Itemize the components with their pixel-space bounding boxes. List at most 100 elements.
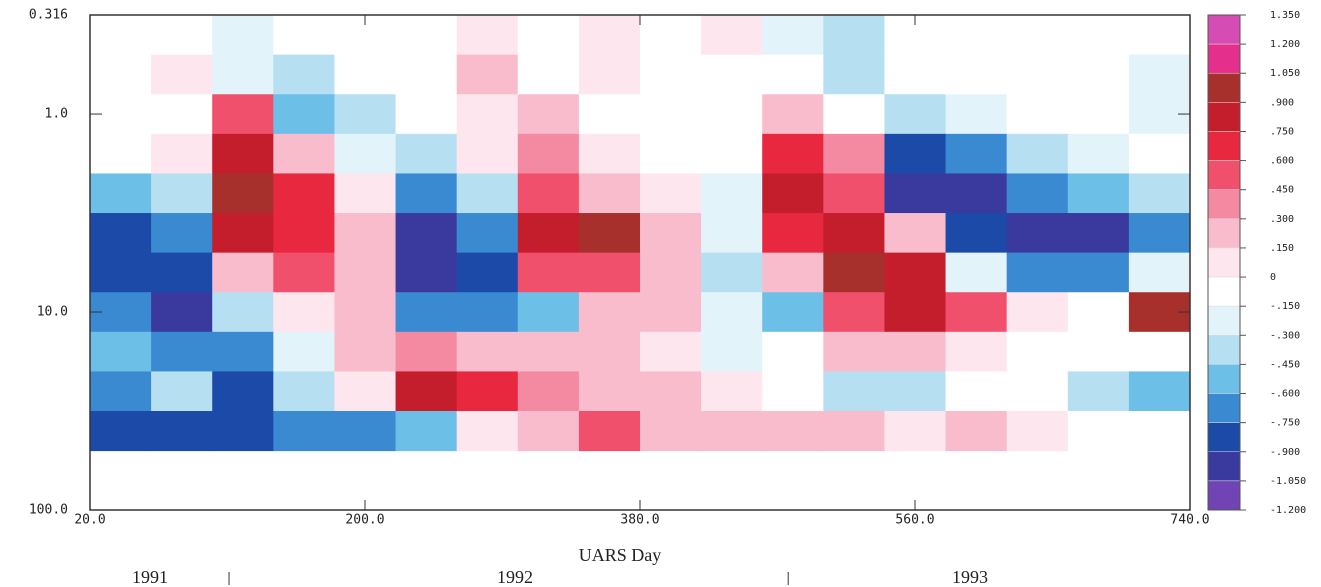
- contour-cell: [640, 252, 702, 293]
- contour-cell: [578, 371, 641, 412]
- contour-cell: [1128, 331, 1191, 372]
- contour-cell: [517, 331, 580, 372]
- contour-cell: [1128, 411, 1191, 452]
- colorbar-box: [1207, 480, 1241, 511]
- contour-cell: [945, 411, 1008, 452]
- contour-cell: [1006, 213, 1069, 254]
- contour-cell: [212, 411, 274, 452]
- contour-cell: [823, 252, 885, 293]
- contour-cell: [517, 411, 580, 452]
- colorbar-box: [1207, 451, 1241, 482]
- contour-cell: [578, 133, 641, 174]
- colorbar-label: -.600: [1270, 389, 1300, 400]
- contour-cell: [456, 173, 519, 214]
- contour-cell: [212, 133, 274, 174]
- contour-cell: [884, 54, 947, 95]
- contour-cell: [1067, 15, 1130, 56]
- colorbar-label: -.450: [1270, 359, 1300, 370]
- x-tick-label: 200.0: [345, 513, 384, 528]
- contour-cell: [578, 411, 641, 452]
- contour-cell: [151, 292, 213, 333]
- contour-cell: [395, 331, 458, 372]
- contour-cell: [884, 213, 947, 254]
- contour-cell: [1067, 54, 1130, 95]
- contour-cell: [273, 173, 335, 214]
- contour-cell: [90, 252, 152, 293]
- colorbar-box: [1207, 102, 1241, 132]
- contour-cell: [1006, 292, 1069, 333]
- contour-cell: [273, 411, 335, 452]
- contour-cell: [640, 54, 702, 95]
- contour-cell: [456, 331, 519, 372]
- colorbar-label: .450: [1270, 185, 1294, 196]
- contour-cell: [334, 173, 397, 214]
- contour-cell: [640, 15, 702, 56]
- contour-cell: [334, 252, 397, 293]
- contour-cell: [212, 252, 274, 293]
- contour-cell: [273, 94, 335, 135]
- contour-cell: [823, 292, 885, 333]
- x-tick-label: 20.0: [74, 513, 105, 528]
- contour-cell: [884, 292, 947, 333]
- contour-cell: [1067, 94, 1130, 135]
- contour-cell: [90, 371, 152, 412]
- contour-cell: [640, 411, 702, 452]
- contour-cell: [884, 173, 947, 214]
- colorbar-box: [1207, 160, 1241, 190]
- contour-cell: [945, 133, 1008, 174]
- contour-cell: [945, 331, 1008, 372]
- x-axis-label: UARS Day: [579, 545, 662, 565]
- contour-cell: [945, 292, 1008, 333]
- contour-cell: [517, 94, 580, 135]
- contour-cell: [578, 173, 641, 214]
- contour-cell: [212, 94, 274, 135]
- contour-cell: [578, 331, 641, 372]
- contour-cell: [1128, 252, 1191, 293]
- colorbar-label: .300: [1270, 214, 1294, 225]
- contour-cell: [762, 15, 824, 56]
- contour-cell: [334, 54, 397, 95]
- contour-cell: [762, 292, 824, 333]
- contour-cell: [395, 213, 458, 254]
- contour-cell: [1006, 54, 1069, 95]
- contour-cell: [823, 371, 885, 412]
- colorbar-box: [1207, 131, 1241, 161]
- contour-cell: [151, 331, 213, 372]
- contour-cell: [1006, 173, 1069, 214]
- contour-cell: [151, 54, 213, 95]
- contour-cell: [395, 173, 458, 214]
- contour-cell: [701, 213, 763, 254]
- contour-cell: [273, 371, 335, 412]
- colorbar-label: -1.200: [1270, 505, 1306, 516]
- contour-cell: [884, 252, 947, 293]
- contour-cell: [395, 371, 458, 412]
- contour-cell: [517, 54, 580, 95]
- contour-cell: [1006, 331, 1069, 372]
- contour-cell: [456, 54, 519, 95]
- contour-cell: [273, 252, 335, 293]
- contour-cell: [90, 331, 152, 372]
- contour-cell: [1067, 213, 1130, 254]
- contour-cell: [90, 173, 152, 214]
- contour-cell: [334, 411, 397, 452]
- contour-cell: [395, 94, 458, 135]
- colorbar-box: [1207, 247, 1241, 278]
- y-tick-label: 1.0: [45, 107, 68, 122]
- contour-cell: [1128, 173, 1191, 214]
- contour-cell: [1128, 371, 1191, 412]
- colorbar-label: -1.050: [1270, 476, 1306, 487]
- contour-cell: [578, 252, 641, 293]
- colorbar-label: -.750: [1270, 418, 1300, 429]
- colorbar-label: .150: [1270, 243, 1294, 254]
- contour-cell: [701, 133, 763, 174]
- contour-cell: [1128, 213, 1191, 254]
- contour-cell: [517, 15, 580, 56]
- contour-cell: [151, 94, 213, 135]
- contour-cell: [701, 173, 763, 214]
- contour-cell: [640, 173, 702, 214]
- colorbar-box: [1207, 422, 1241, 453]
- contour-cell: [823, 94, 885, 135]
- colorbar-label: 1.350: [1270, 10, 1300, 21]
- contour-cell: [90, 54, 152, 95]
